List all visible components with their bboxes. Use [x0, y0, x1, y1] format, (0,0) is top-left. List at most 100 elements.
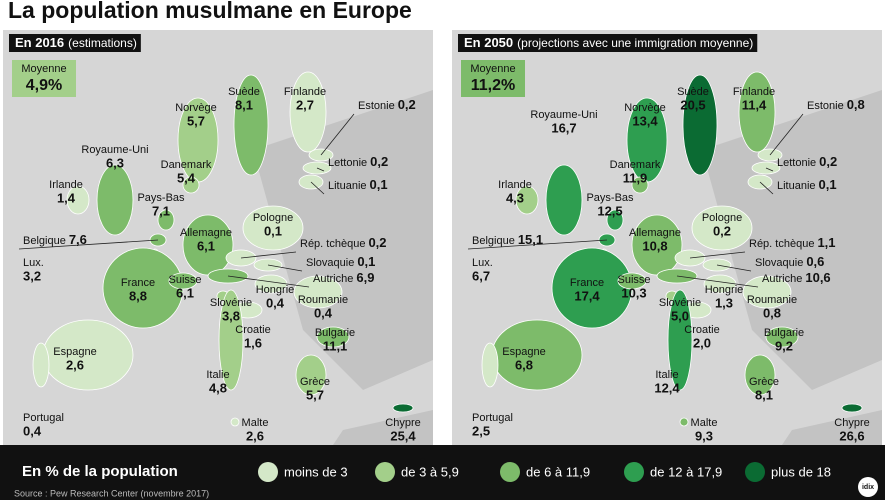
country-shape [682, 74, 718, 176]
country-label: Lituanie 0,1 [328, 177, 388, 192]
country-shape [66, 185, 90, 215]
average-value: 11,2% [471, 77, 515, 94]
country-name: Rép. tchèque [300, 238, 365, 250]
country-value: 12,4 [654, 380, 680, 395]
country-value: 0,1 [264, 223, 282, 238]
country-name: Slovénie [210, 297, 252, 309]
country-name: Malte [242, 417, 269, 429]
country-value: 10,8 [642, 238, 667, 253]
country-shape [168, 272, 198, 290]
panel-header: En 2050 (projections avec une immigration… [464, 35, 753, 50]
country-shape [32, 342, 50, 388]
country-shape [679, 417, 689, 427]
country-value: 6,7 [472, 268, 490, 283]
average-box [461, 60, 525, 97]
country-label: Estonie 0,8 [807, 97, 865, 112]
logo-badge [858, 477, 878, 497]
country-shape [667, 289, 693, 391]
country-name: Allemagne [629, 227, 681, 239]
country-name: Pologne [253, 212, 293, 224]
country-name: Croatie [684, 324, 719, 336]
country-value: 2,7 [296, 97, 314, 112]
country-value: 7,6 [69, 232, 87, 247]
leader-line [18, 239, 159, 250]
title: La population musulmane en Europe [8, 0, 412, 23]
legend-label: de 12 à 17,9 [650, 464, 722, 479]
country-value: 1,1 [817, 235, 835, 250]
country-shape [218, 289, 244, 391]
country-value: 5,0 [671, 308, 689, 323]
legend-label: de 3 à 5,9 [401, 464, 459, 479]
country-name: Bulgarie [315, 327, 355, 339]
country-shape [233, 74, 269, 176]
leader-line [716, 264, 752, 272]
country-name: Lituanie [777, 180, 816, 192]
country-value: 12,5 [597, 203, 622, 218]
country-value: 9,2 [775, 338, 793, 353]
country-name: Suisse [617, 274, 650, 286]
country-shape [481, 342, 499, 388]
country-name: Norvège [624, 102, 666, 114]
country-value: 6,3 [106, 155, 124, 170]
legend-swatch [624, 462, 644, 482]
country-shape [841, 403, 863, 413]
country-name: Allemagne [180, 227, 232, 239]
leader-line [316, 167, 325, 172]
country-name: Autriche [762, 273, 802, 285]
country-name: Slovaquie [306, 257, 354, 269]
country-name: Suède [677, 86, 709, 98]
country-value: 11,1 [323, 338, 348, 353]
legend-swatch [745, 462, 765, 482]
country-value: 4,8 [209, 380, 227, 395]
country-label: Rép. tchèque 1,1 [749, 235, 836, 250]
country-name: Pays-Bas [137, 192, 185, 204]
country-name: Hongrie [256, 284, 295, 296]
country-label: Lettonie 0,2 [777, 154, 837, 169]
panel-header: En 2016 (estimations) [15, 35, 137, 50]
country-label: Slovaquie 0,6 [755, 254, 824, 269]
country-name: Grèce [300, 376, 330, 388]
country-name: Lettonie [328, 157, 367, 169]
country-value: 0,6 [806, 254, 824, 269]
country-value: 8,8 [129, 288, 147, 303]
leader-line [467, 239, 608, 250]
country-name: Lettonie [777, 157, 816, 169]
header-note: (estimations) [68, 36, 137, 50]
country-value: 0,2 [819, 154, 837, 169]
country-shape [96, 164, 134, 236]
country-value: 2,6 [66, 357, 84, 372]
panel-header-bg [9, 34, 141, 52]
country-name: Chypre [385, 417, 420, 429]
country-value: 2,5 [472, 423, 490, 438]
country-value: 2,6 [246, 428, 264, 443]
land-non-eu [253, 90, 433, 445]
country-name: Autriche [313, 273, 353, 285]
average-value: 4,9% [26, 77, 62, 94]
land-non-eu [702, 90, 882, 445]
country-name: Irlande [49, 179, 83, 191]
legend-label: moins de 3 [284, 464, 348, 479]
country-name: Lituanie [328, 180, 367, 192]
country-value: 15,1 [518, 232, 543, 247]
country-name: Belgique [23, 235, 66, 247]
country-name: Finlande [284, 86, 326, 98]
country-value: 0,2 [368, 235, 386, 250]
country-name: Estonie [358, 100, 395, 112]
country-name: Royaume-Uni [530, 109, 597, 121]
country-value: 0,1 [357, 254, 375, 269]
country-value: 0,4 [314, 305, 333, 320]
country-value: 0,2 [398, 97, 416, 112]
average-label: Moyenne [470, 63, 515, 75]
header-year: En 2050 [464, 35, 513, 50]
country-value: 9,3 [695, 428, 713, 443]
country-value: 6,1 [176, 285, 194, 300]
header-note: (projections avec une immigration moyenn… [517, 36, 753, 50]
country-name: Espagne [502, 346, 545, 358]
country-name: Portugal [23, 412, 64, 424]
leader-line [320, 113, 355, 156]
country-label: Belgique 15,1 [472, 232, 543, 247]
country-value: 1,6 [244, 335, 262, 350]
country-value: 5,4 [177, 170, 196, 185]
